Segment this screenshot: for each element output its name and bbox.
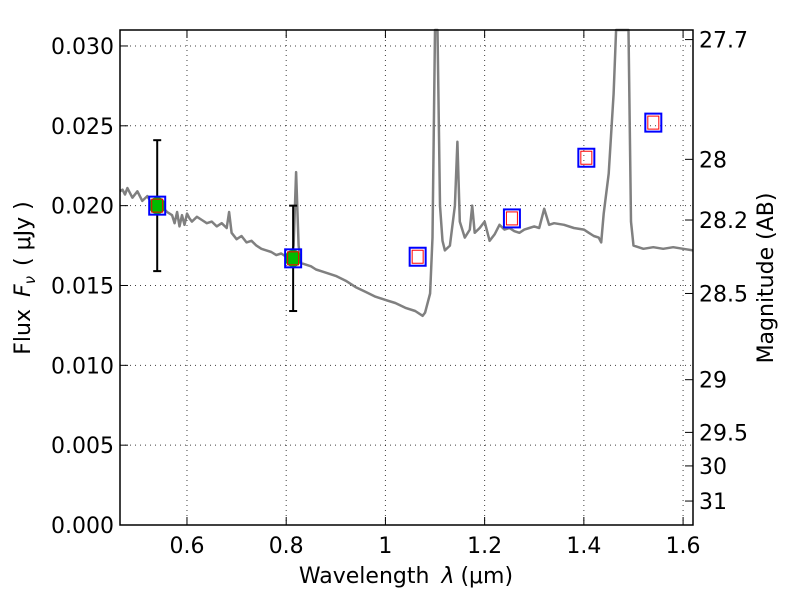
y-tick-label: 0.000 <box>51 514 114 539</box>
x-axis-label-unit: (μm) <box>460 564 513 589</box>
magnitude-axis-ticks: 27.7 28 28.2 28.5 29 29.5 30 31 <box>685 29 748 515</box>
x-tick-label: 0.8 <box>269 534 304 559</box>
y-axis-label-symbol: F <box>11 284 36 297</box>
x-axis-label: Wavelength λ (μm) <box>299 564 513 589</box>
model-spectrum <box>119 28 694 318</box>
model-flux-box <box>644 112 663 133</box>
x-axis-ticks: 0.6 0.8 1 1.2 1.4 1.6 <box>169 30 701 559</box>
model-flux-box-inner <box>580 150 593 165</box>
observed-flux-point <box>148 197 166 215</box>
y-tick-label: 0.015 <box>51 274 114 299</box>
x-tick-label: 1.6 <box>666 534 701 559</box>
model-photometry-boxes <box>148 112 663 269</box>
y-tick-label: 0.010 <box>51 354 114 379</box>
model-flux-box <box>408 246 427 267</box>
model-flux-box-inner <box>505 211 518 226</box>
spectrum-line <box>119 28 694 318</box>
magnitude-tick-label: 28.2 <box>699 209 748 234</box>
magnitude-axis-label: Magnitude (AB) <box>754 193 779 364</box>
magnitude-tick-label: 28.5 <box>699 282 748 307</box>
y-tick-label: 0.005 <box>51 434 114 459</box>
y-tick-label: 0.030 <box>51 35 114 60</box>
x-tick-label: 1.2 <box>467 534 502 559</box>
y-axis-ticks: 0.000 0.005 0.010 0.015 0.020 0.025 0.030 <box>51 35 128 539</box>
magnitude-tick-label: 30 <box>699 455 727 480</box>
observed-flux-point <box>284 249 302 267</box>
plot-frame <box>119 29 694 526</box>
y-tick-label: 0.020 <box>51 195 114 220</box>
y-axis-label-unit: ( μJy ) <box>11 201 36 266</box>
y-tick-label: 0.025 <box>51 115 114 140</box>
x-tick-label: 1 <box>378 534 392 559</box>
observed-points <box>148 197 302 267</box>
x-tick-label: 1.4 <box>566 534 601 559</box>
magnitude-tick-label: 29 <box>699 369 727 394</box>
magnitude-tick-label: 29.5 <box>699 421 748 446</box>
model-flux-box <box>502 208 521 229</box>
magnitude-tick-label: 28 <box>699 148 727 173</box>
magnitude-tick-label: 31 <box>699 490 727 515</box>
y-axis-label: Flux Fν ( μJy ) <box>11 201 39 354</box>
x-axis-label-symbol: λ <box>440 564 454 589</box>
model-flux-box <box>148 195 167 216</box>
model-flux-box-inner <box>411 249 424 264</box>
model-flux-box-inner <box>151 198 164 213</box>
y-axis-label-subscript: ν <box>21 276 39 284</box>
model-flux-box <box>577 147 596 168</box>
magnitude-tick-label: 27.7 <box>699 29 748 54</box>
model-flux-box-inner <box>287 251 300 266</box>
grid <box>120 30 693 525</box>
x-tick-label: 0.6 <box>169 534 204 559</box>
model-flux-box <box>284 248 303 269</box>
model-flux-box-inner <box>647 115 660 130</box>
y-axis-label-prefix: Flux <box>11 309 36 355</box>
x-axis-label-prefix: Wavelength <box>299 564 430 589</box>
